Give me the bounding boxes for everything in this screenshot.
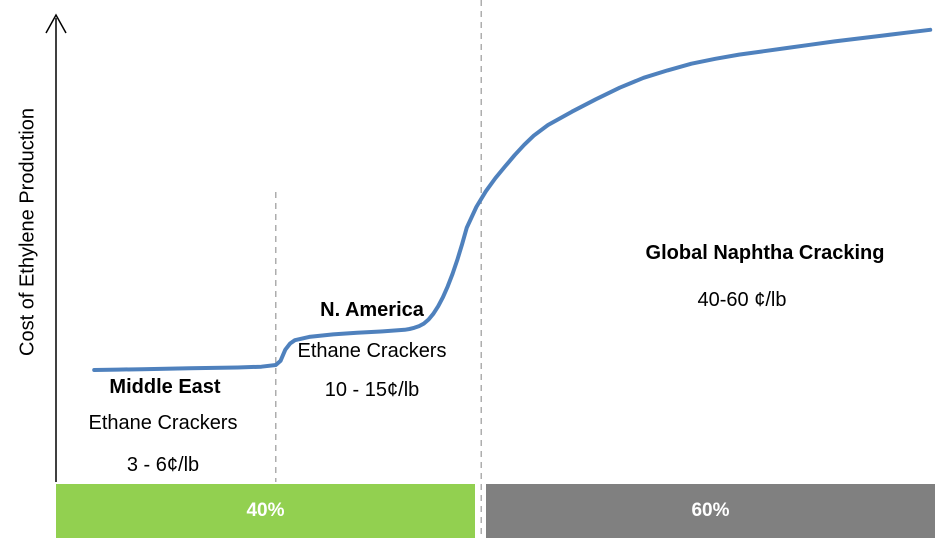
region-desc-north-america: Ethane Crackers	[297, 340, 447, 362]
region-cost-north-america: 10 - 15¢/lb	[324, 379, 420, 401]
share-bar-40: 40%	[56, 484, 475, 538]
share-bar-60-label: 60%	[691, 500, 730, 521]
region-cost-middle-east: 3 - 6¢/lb	[126, 454, 200, 476]
region-cost-global-naphtha: 40-60 ¢/lb	[697, 289, 787, 311]
series-line	[92, 27, 933, 372]
y-axis-label: Cost of Ethylene Production	[16, 108, 39, 356]
share-bar-40-label: 40%	[246, 500, 285, 521]
region-name-middle-east: Middle East	[109, 376, 221, 398]
share-bar-60: 60%	[486, 484, 935, 538]
region-name-global-naphtha: Global Naphtha Cracking	[645, 242, 885, 264]
region-name-north-america: N. America	[320, 299, 424, 321]
region-desc-middle-east: Ethane Crackers	[88, 412, 238, 434]
y-axis-arrowhead	[45, 13, 67, 34]
